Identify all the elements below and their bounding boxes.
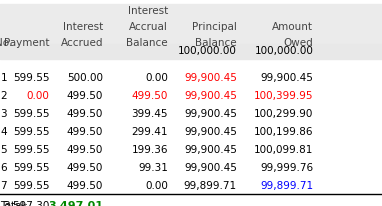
Text: Owed: Owed bbox=[283, 38, 313, 48]
Bar bbox=[0, 4, 382, 58]
Text: 4: 4 bbox=[0, 127, 7, 137]
Text: 99,899.71: 99,899.71 bbox=[260, 181, 313, 191]
Text: 500.00: 500.00 bbox=[67, 73, 103, 83]
Text: 599.55: 599.55 bbox=[13, 163, 50, 173]
Text: 100,199.86: 100,199.86 bbox=[254, 127, 313, 137]
Text: 2: 2 bbox=[0, 91, 7, 101]
Text: 99,900.45: 99,900.45 bbox=[184, 163, 237, 173]
Text: Balance: Balance bbox=[126, 38, 168, 48]
Text: 100,399.95: 100,399.95 bbox=[254, 91, 313, 101]
Text: Principal: Principal bbox=[192, 22, 237, 32]
Text: 3,497.01: 3,497.01 bbox=[48, 201, 103, 206]
Text: No.: No. bbox=[0, 38, 13, 48]
Text: 5: 5 bbox=[0, 145, 7, 155]
Text: Accrual: Accrual bbox=[129, 22, 168, 32]
Text: 599.55: 599.55 bbox=[13, 145, 50, 155]
Text: 599.55: 599.55 bbox=[13, 73, 50, 83]
Text: 499.50: 499.50 bbox=[67, 109, 103, 119]
Text: 599.55: 599.55 bbox=[13, 127, 50, 137]
Text: 499.50: 499.50 bbox=[67, 91, 103, 101]
Text: 0.00: 0.00 bbox=[27, 91, 50, 101]
Text: 1: 1 bbox=[0, 73, 7, 83]
Text: 199.36: 199.36 bbox=[131, 145, 168, 155]
Text: Balance: Balance bbox=[195, 38, 237, 48]
Text: Total:: Total: bbox=[0, 201, 28, 206]
Text: 99,900.45: 99,900.45 bbox=[184, 109, 237, 119]
Text: 499.50: 499.50 bbox=[67, 163, 103, 173]
Text: Interest: Interest bbox=[63, 22, 103, 32]
Text: Interest: Interest bbox=[128, 6, 168, 16]
Text: 3,597.30: 3,597.30 bbox=[3, 201, 50, 206]
Text: 99,900.45: 99,900.45 bbox=[184, 73, 237, 83]
Text: 499.50: 499.50 bbox=[67, 127, 103, 137]
Text: 399.45: 399.45 bbox=[131, 109, 168, 119]
Text: 99,900.45: 99,900.45 bbox=[261, 73, 313, 83]
Text: 0.00: 0.00 bbox=[145, 73, 168, 83]
Text: Accrued: Accrued bbox=[61, 38, 103, 48]
Text: 99.31: 99.31 bbox=[138, 163, 168, 173]
Text: 99,899.71: 99,899.71 bbox=[184, 181, 237, 191]
Text: 499.50: 499.50 bbox=[132, 91, 168, 101]
Text: 299.41: 299.41 bbox=[131, 127, 168, 137]
Text: Amount: Amount bbox=[272, 22, 313, 32]
Text: Payment: Payment bbox=[4, 38, 50, 48]
Text: 599.55: 599.55 bbox=[13, 109, 50, 119]
Text: 100,299.90: 100,299.90 bbox=[254, 109, 313, 119]
Text: 7: 7 bbox=[0, 181, 7, 191]
Text: 499.50: 499.50 bbox=[67, 145, 103, 155]
Text: 0.00: 0.00 bbox=[145, 181, 168, 191]
Text: 599.55: 599.55 bbox=[13, 181, 50, 191]
Text: 6: 6 bbox=[0, 163, 7, 173]
Text: 100,000.00: 100,000.00 bbox=[254, 46, 313, 56]
Text: 3: 3 bbox=[0, 109, 7, 119]
Bar bbox=[0, 43, 382, 59]
Text: 499.50: 499.50 bbox=[67, 181, 103, 191]
Text: 100,000.00: 100,000.00 bbox=[178, 46, 237, 56]
Text: 99,999.76: 99,999.76 bbox=[260, 163, 313, 173]
Text: 99,900.45: 99,900.45 bbox=[184, 91, 237, 101]
Text: 99,900.45: 99,900.45 bbox=[184, 127, 237, 137]
Text: 99,900.45: 99,900.45 bbox=[184, 145, 237, 155]
Text: 100,099.81: 100,099.81 bbox=[254, 145, 313, 155]
